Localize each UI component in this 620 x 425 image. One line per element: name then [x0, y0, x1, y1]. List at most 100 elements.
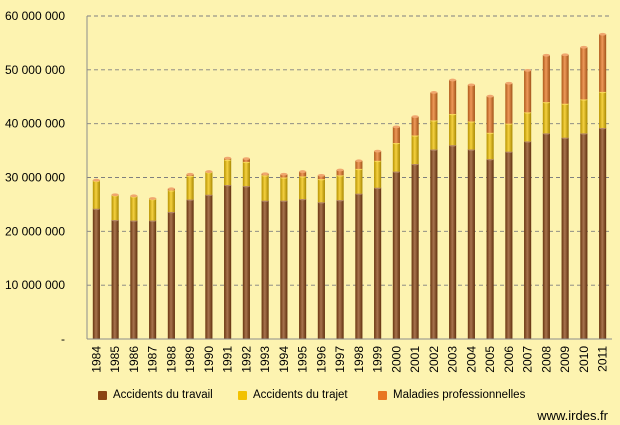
bar-cap	[299, 170, 307, 173]
x-tick-label: 1990	[202, 346, 216, 373]
x-tick-label: 1995	[296, 346, 310, 373]
x-tick-label: 1988	[164, 346, 178, 373]
bar-cap	[355, 159, 363, 163]
bar-maladies-professionnelles-2000	[392, 126, 400, 144]
x-tick-label: 1985	[108, 346, 122, 373]
bar-cap	[186, 172, 194, 176]
bar-accidents-du-trajet-2005	[486, 132, 494, 160]
x-tick-label: 1993	[258, 346, 272, 373]
bar-maladies-professionnelles-1996	[317, 175, 325, 180]
y-tick-label: 60 000 000	[5, 9, 65, 23]
bar-cap	[430, 91, 438, 94]
x-tick-label: 1998	[352, 346, 366, 373]
bar-cap	[486, 94, 494, 98]
x-tick-label: 2008	[539, 346, 553, 373]
bar-cap	[392, 125, 400, 129]
x-tick-label: 2002	[427, 346, 441, 373]
bar-cap	[130, 194, 138, 198]
bar-accidents-du-trajet-2011	[599, 91, 607, 128]
x-tick-label: 1989	[183, 346, 197, 373]
bar-cap	[111, 193, 119, 197]
bar-cap	[149, 197, 157, 200]
legend-label: Maladies professionnelles	[393, 389, 526, 401]
x-tick-label: 2000	[389, 346, 403, 373]
bar-accidents-du-travail-1986	[130, 220, 138, 339]
bar-accidents-du-travail-1985	[111, 220, 119, 339]
legend-swatch-maladies-professionnelles	[378, 390, 387, 400]
bar-accidents-du-trajet-1986	[130, 196, 138, 221]
y-tick-label: 20 000 000	[5, 224, 65, 238]
bar-cap	[374, 149, 382, 153]
bar-accidents-du-travail-2007	[524, 141, 532, 339]
x-tick-label: 1999	[371, 346, 385, 373]
bar-accidents-du-trajet-1988	[167, 190, 175, 212]
y-tick-label: -	[61, 332, 65, 346]
bar-cap	[205, 170, 213, 173]
bar-accidents-du-trajet-2006	[505, 123, 513, 152]
bar-maladies-professionnelles-2005	[486, 96, 494, 133]
bar-maladies-professionnelles-2001	[411, 116, 419, 136]
bar-cap	[505, 81, 513, 85]
bar-accidents-du-trajet-1990	[205, 172, 213, 195]
bar-cap	[280, 172, 288, 176]
bar-cap	[317, 173, 325, 177]
bar-cap	[92, 178, 100, 182]
bar-cap	[524, 68, 532, 72]
x-axis: 1984 1985 1986 1987 1988 1989 1990 1991 1992 1993…	[87, 338, 612, 373]
bar-maladies-professionnelles-1997	[336, 169, 344, 176]
bar-accidents-du-travail-2004	[467, 149, 475, 339]
x-tick-label: 1992	[239, 346, 253, 373]
bar-maladies-professionnelles-1994	[280, 174, 288, 178]
y-tick-label: 10 000 000	[5, 278, 65, 292]
bar-accidents-du-trajet-2009	[561, 103, 569, 138]
x-tick-label: 2001	[408, 346, 422, 373]
bar-maladies-professionnelles-2010	[580, 47, 588, 100]
legend-label: Accidents du trajet	[253, 389, 348, 401]
x-tick-label: 2006	[502, 346, 516, 373]
bar-accidents-du-travail-2002	[430, 149, 438, 339]
bar-cap	[224, 156, 232, 160]
bar-accidents-du-trajet-1995	[299, 176, 307, 200]
bar-accidents-du-trajet-1984	[92, 180, 100, 209]
x-tick-label: 1997	[333, 346, 347, 373]
y-tick-label: 50 000 000	[5, 63, 65, 77]
bar-accidents-du-travail-1994	[280, 200, 288, 339]
bar-accidents-du-trajet-2003	[449, 113, 457, 146]
bar-accidents-du-trajet-1994	[280, 177, 288, 201]
bar-accidents-du-travail-1997	[336, 200, 344, 339]
bars	[92, 32, 607, 340]
legend-swatch-accidents-du-travail	[98, 390, 107, 400]
source-watermark: www.irdes.fr	[537, 408, 608, 423]
bar-accidents-du-travail-1996	[317, 202, 325, 339]
x-tick-label: 2005	[483, 346, 497, 373]
bar-accidents-du-travail-2008	[542, 133, 550, 339]
legend-item-accidents-du-travail: Accidents du travail	[98, 389, 213, 401]
bar-cap	[542, 53, 550, 57]
x-tick-label: 2011	[596, 346, 610, 372]
y-tick-label: 30 000 000	[5, 171, 65, 185]
bar-maladies-professionnelles-2003	[449, 80, 457, 114]
x-tick-label: 2010	[577, 346, 591, 373]
bar-accidents-du-trajet-2008	[542, 102, 550, 134]
x-tick-label: 2007	[521, 346, 535, 373]
legend-item-accidents-du-trajet: Accidents du trajet	[238, 389, 348, 401]
bar-accidents-du-travail-1998	[355, 193, 363, 339]
bar-accidents-du-trajet-2007	[524, 112, 532, 142]
bar-accidents-du-travail-1990	[205, 194, 213, 339]
bar-accidents-du-travail-1995	[299, 199, 307, 339]
bar-cap	[561, 53, 569, 57]
x-tick-label: 2004	[464, 346, 478, 373]
x-tick-label: 1996	[314, 346, 328, 373]
bar-accidents-du-travail-2006	[505, 151, 513, 339]
bar-accidents-du-trajet-1996	[317, 179, 325, 203]
x-tick-label: 2003	[446, 346, 460, 373]
bar-cap	[449, 78, 457, 82]
bar-cap	[580, 45, 588, 49]
bar-accidents-du-travail-1991	[224, 185, 232, 339]
bar-maladies-professionnelles-1992	[242, 158, 250, 162]
bar-maladies-professionnelles-1999	[374, 151, 382, 161]
x-tick-label: 1984	[89, 346, 103, 373]
bar-cap	[242, 157, 250, 161]
bar-accidents-du-travail-1988	[167, 211, 175, 339]
